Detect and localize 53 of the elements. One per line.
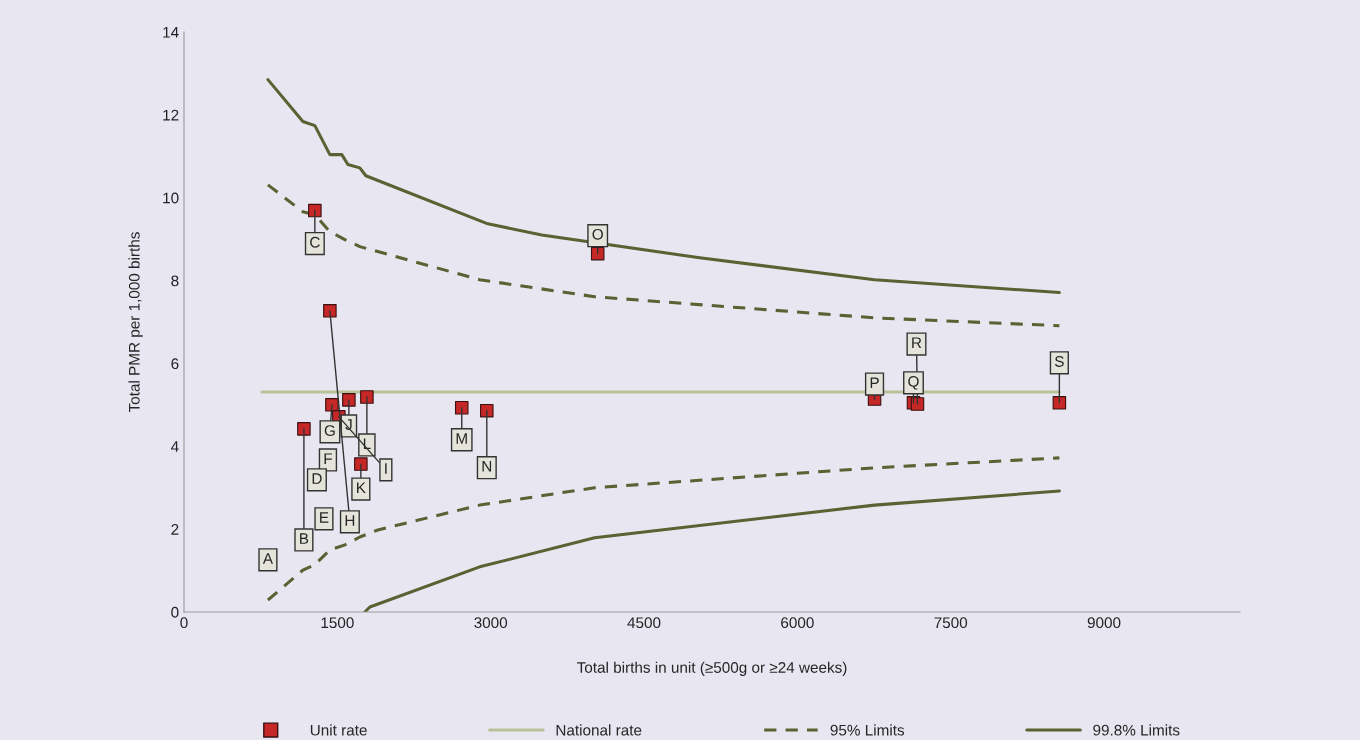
- y-tick-label: 4: [170, 441, 179, 452]
- annotation: G: [324, 425, 335, 436]
- annotation: D: [312, 473, 322, 484]
- point: [454, 400, 469, 415]
- annotation: A: [262, 553, 273, 564]
- annotation: I: [385, 463, 387, 474]
- point: [323, 304, 337, 318]
- y-tick-label: 6: [171, 358, 179, 370]
- y-axis-title: Total PMR per 1,000 births: [128, 232, 143, 413]
- annotation: O: [592, 228, 603, 240]
- annotation: R: [912, 337, 922, 348]
- legend-label: 99.8% Limits: [1093, 724, 1180, 736]
- y-tick-label: 14: [163, 27, 179, 38]
- point: [342, 393, 356, 407]
- annotation: P: [870, 377, 879, 389]
- point: [480, 403, 494, 418]
- x-tick-label: 0: [180, 617, 188, 629]
- annotation: F: [324, 453, 332, 464]
- annotation: Q: [908, 376, 919, 390]
- x-tick-label: 7500: [934, 617, 968, 629]
- line-series: [266, 78, 1061, 295]
- annotation: H: [345, 515, 355, 526]
- y-tick-label: 10: [163, 192, 179, 204]
- point: [297, 422, 311, 436]
- x-tick-label: 3000: [474, 617, 508, 629]
- legend-label: 95% Limits: [830, 724, 905, 736]
- annotation: E: [320, 512, 329, 523]
- annotation: J: [345, 419, 352, 430]
- annotation: C: [310, 236, 320, 248]
- point: [910, 397, 925, 411]
- legend-label: National rate: [556, 724, 642, 736]
- x-tick-label: 4500: [627, 617, 661, 629]
- y-tick-label: 8: [171, 275, 179, 287]
- y-tick-label: 0: [171, 606, 179, 618]
- annotation: K: [357, 482, 366, 494]
- y-tick-label: 2: [171, 524, 179, 535]
- point: [354, 457, 368, 471]
- point: [360, 390, 374, 404]
- annotation: S: [1054, 356, 1064, 367]
- point: [590, 246, 605, 261]
- x-axis-title: Total births in unit (≥500g or ≥24 weeks): [577, 661, 847, 676]
- annotation: M: [456, 433, 467, 444]
- point: [1052, 396, 1067, 410]
- x-tick-label: 1500: [321, 617, 354, 629]
- annotation: N: [482, 461, 492, 472]
- annotation: L: [363, 438, 371, 449]
- y-tick-label: 12: [163, 109, 179, 121]
- line-series: [266, 183, 1061, 328]
- x-tick-label: 6000: [781, 617, 814, 629]
- legend-label: Unit rate: [310, 724, 367, 736]
- x-tick-label: 9000: [1087, 617, 1121, 629]
- annotation: B: [300, 533, 309, 544]
- point: [308, 203, 322, 218]
